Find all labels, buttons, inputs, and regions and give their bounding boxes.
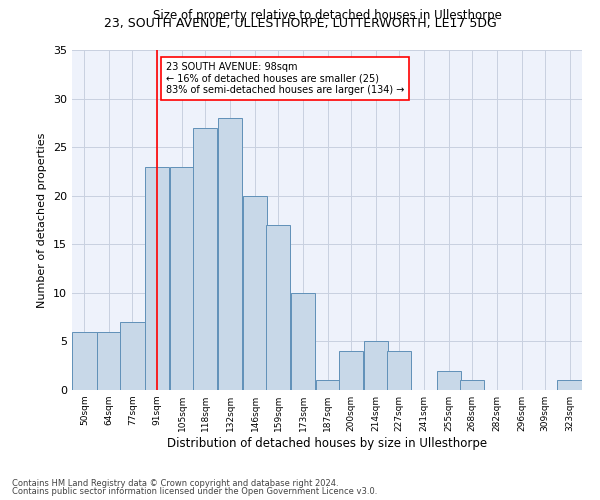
Bar (193, 128, 217, 390)
Bar (387, 351, 411, 390)
Bar (339, 351, 363, 390)
Bar (97, 332, 122, 390)
Text: Contains HM Land Registry data © Crown copyright and database right 2024.: Contains HM Land Registry data © Crown c… (12, 478, 338, 488)
Bar (145, 166, 169, 390)
Text: Contains public sector information licensed under the Open Government Licence v3: Contains public sector information licen… (12, 487, 377, 496)
Bar (316, 380, 340, 390)
Bar (170, 166, 194, 390)
Bar (437, 370, 461, 390)
Y-axis label: Number of detached properties: Number of detached properties (37, 132, 47, 308)
Bar (460, 380, 484, 390)
Bar (266, 225, 290, 390)
Text: 23 SOUTH AVENUE: 98sqm
← 16% of detached houses are smaller (25)
83% of semi-det: 23 SOUTH AVENUE: 98sqm ← 16% of detached… (166, 62, 404, 95)
Bar (291, 293, 315, 390)
Bar (557, 380, 582, 390)
Bar (120, 322, 145, 390)
Text: 23, SOUTH AVENUE, ULLESTHORPE, LUTTERWORTH, LE17 5DG: 23, SOUTH AVENUE, ULLESTHORPE, LUTTERWOR… (104, 18, 496, 30)
Title: Size of property relative to detached houses in Ullesthorpe: Size of property relative to detached ho… (152, 10, 502, 22)
X-axis label: Distribution of detached houses by size in Ullesthorpe: Distribution of detached houses by size … (167, 437, 487, 450)
Bar (72, 332, 97, 390)
Bar (218, 118, 242, 390)
Bar (243, 196, 267, 390)
Bar (364, 342, 388, 390)
